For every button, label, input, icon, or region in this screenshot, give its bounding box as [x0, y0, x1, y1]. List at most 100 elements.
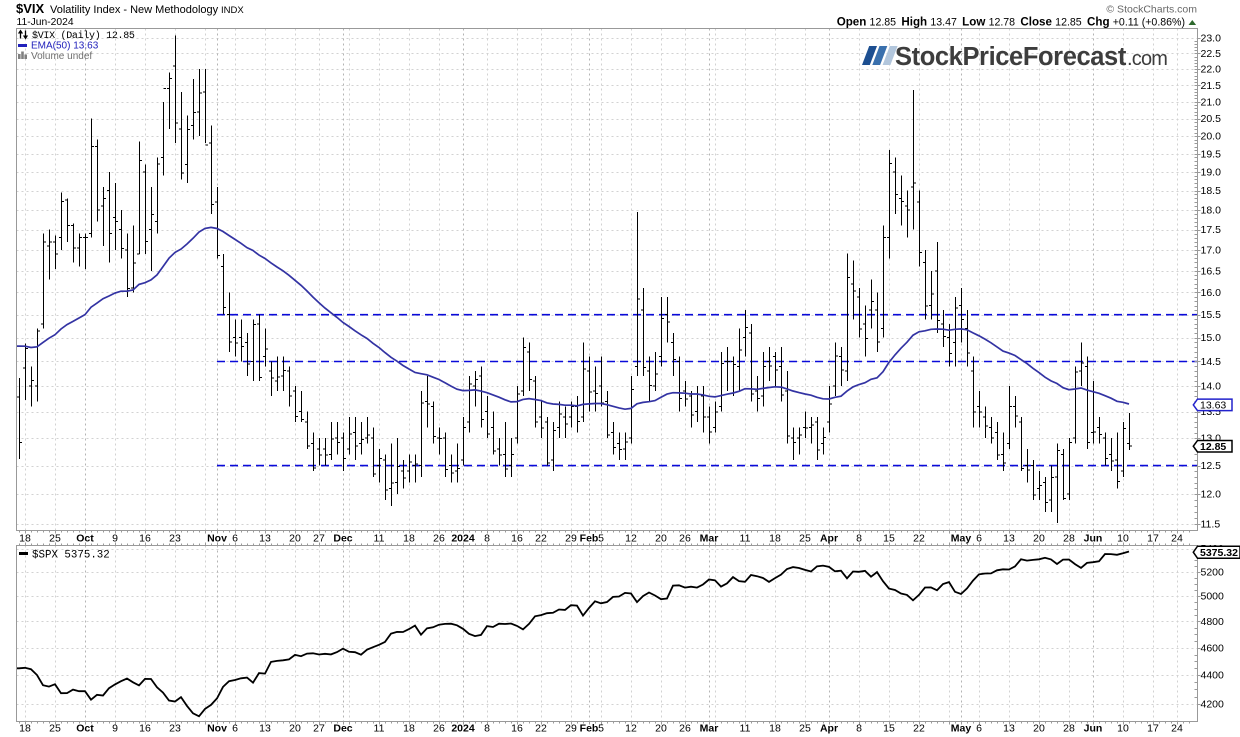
- svg-text:4800: 4800: [1201, 616, 1225, 628]
- svg-text:8: 8: [856, 533, 862, 545]
- svg-text:15.0: 15.0: [1201, 332, 1222, 344]
- svg-text:25: 25: [799, 533, 811, 545]
- svg-text:19.0: 19.0: [1201, 167, 1222, 179]
- svg-text:28: 28: [1063, 533, 1075, 545]
- svg-text:22: 22: [535, 533, 547, 545]
- svg-text:Oct: Oct: [76, 533, 94, 545]
- svg-text:$VIX: $VIX: [16, 1, 45, 16]
- svg-text:May: May: [951, 533, 972, 545]
- svg-text:18: 18: [403, 723, 415, 735]
- svg-text:13: 13: [1003, 533, 1015, 545]
- svg-text:14.0: 14.0: [1201, 381, 1222, 393]
- svg-text:11: 11: [740, 723, 751, 735]
- svg-text:Apr: Apr: [820, 723, 838, 735]
- svg-text:17: 17: [1147, 723, 1159, 735]
- svg-text:18.5: 18.5: [1201, 185, 1222, 197]
- svg-text:13.63: 13.63: [1200, 400, 1226, 412]
- svg-text:13: 13: [1003, 723, 1015, 735]
- svg-text:20.0: 20.0: [1201, 131, 1222, 143]
- svg-text:20: 20: [289, 723, 301, 735]
- svg-text:11: 11: [740, 533, 751, 545]
- svg-text:26: 26: [679, 723, 691, 735]
- svg-text:Mar: Mar: [700, 723, 719, 735]
- svg-text:16.5: 16.5: [1201, 265, 1222, 277]
- svg-text:21.5: 21.5: [1201, 80, 1222, 92]
- svg-text:8: 8: [856, 723, 862, 735]
- svg-text:Jun: Jun: [1084, 723, 1103, 735]
- svg-text:Nov: Nov: [207, 723, 227, 735]
- svg-text:Dec: Dec: [333, 723, 352, 735]
- svg-text:INDX: INDX: [221, 5, 244, 16]
- svg-text:25: 25: [49, 533, 61, 545]
- svg-text:15.5: 15.5: [1201, 309, 1222, 321]
- svg-text:16: 16: [139, 533, 151, 545]
- svg-text:Oct: Oct: [76, 723, 94, 735]
- svg-text:11: 11: [374, 723, 385, 735]
- svg-text:20: 20: [655, 723, 667, 735]
- svg-text:May: May: [951, 723, 972, 735]
- svg-text:16: 16: [511, 533, 523, 545]
- svg-text:StockPriceForecast: StockPriceForecast: [895, 43, 1127, 71]
- svg-text:8: 8: [484, 723, 490, 735]
- svg-text:22.0: 22.0: [1201, 64, 1222, 76]
- svg-text:8: 8: [484, 533, 490, 545]
- svg-text:15: 15: [883, 723, 895, 735]
- svg-text:Feb: Feb: [580, 533, 599, 545]
- svg-text:Volatility Index - New Methodo: Volatility Index - New Methodology: [50, 4, 219, 16]
- svg-text:22: 22: [913, 723, 925, 735]
- svg-text:12.5: 12.5: [1201, 460, 1222, 472]
- svg-text:29: 29: [565, 723, 577, 735]
- svg-text:11-Jun-2024: 11-Jun-2024: [17, 17, 74, 28]
- svg-text:5: 5: [598, 533, 604, 545]
- svg-text:6: 6: [976, 533, 982, 545]
- svg-text:15: 15: [883, 533, 895, 545]
- svg-text:.com: .com: [1127, 48, 1167, 70]
- svg-text:23.0: 23.0: [1201, 33, 1222, 45]
- svg-text:5000: 5000: [1201, 591, 1225, 603]
- svg-text:4200: 4200: [1201, 699, 1225, 711]
- svg-text:25: 25: [799, 723, 811, 735]
- svg-text:22: 22: [535, 723, 547, 735]
- svg-text:17: 17: [1147, 533, 1159, 545]
- svg-text:19.5: 19.5: [1201, 148, 1222, 160]
- svg-text:17.0: 17.0: [1201, 245, 1222, 257]
- svg-text:20: 20: [1033, 723, 1045, 735]
- svg-text:18.0: 18.0: [1201, 204, 1222, 216]
- svg-text:© StockCharts.com: © StockCharts.com: [1106, 4, 1197, 16]
- svg-text:2024: 2024: [451, 723, 475, 735]
- svg-text:Nov: Nov: [207, 533, 227, 545]
- svg-text:20: 20: [655, 533, 667, 545]
- svg-text:11.5: 11.5: [1201, 519, 1221, 531]
- svg-text:24: 24: [1171, 723, 1183, 735]
- svg-text:Volume undef: Volume undef: [31, 51, 92, 62]
- svg-text:11: 11: [374, 533, 385, 545]
- svg-text:17.5: 17.5: [1201, 224, 1222, 236]
- svg-text:22.5: 22.5: [1201, 48, 1222, 60]
- svg-text:29: 29: [565, 533, 577, 545]
- svg-text:18: 18: [19, 723, 31, 735]
- svg-text:27: 27: [313, 533, 325, 545]
- svg-text:EMA(50) 13.63: EMA(50) 13.63: [31, 41, 99, 52]
- svg-text:18: 18: [769, 723, 781, 735]
- svg-text:12: 12: [625, 533, 637, 545]
- svg-text:20: 20: [289, 533, 301, 545]
- svg-text:6: 6: [232, 533, 238, 545]
- svg-text:9: 9: [112, 533, 118, 545]
- svg-text:25: 25: [49, 723, 61, 735]
- svg-text:18: 18: [19, 533, 31, 545]
- svg-text:21.0: 21.0: [1201, 96, 1222, 108]
- svg-text:20.5: 20.5: [1201, 113, 1222, 125]
- svg-text:26: 26: [679, 533, 691, 545]
- svg-text:2024: 2024: [451, 533, 475, 545]
- svg-text:13: 13: [259, 723, 271, 735]
- svg-text:$VIX (Daily) 12.85: $VIX (Daily) 12.85: [32, 30, 135, 42]
- svg-text:5: 5: [598, 723, 604, 735]
- svg-text:5375.32: 5375.32: [1200, 547, 1238, 559]
- svg-text:Apr: Apr: [820, 533, 838, 545]
- svg-text:6: 6: [232, 723, 238, 735]
- svg-text:6: 6: [976, 723, 982, 735]
- svg-text:10: 10: [1117, 533, 1129, 545]
- svg-text:4400: 4400: [1201, 670, 1225, 682]
- svg-text:Open 12.85 High 13.47 Low 12.7: Open 12.85 High 13.47 Low 12.78 Close 12…: [837, 16, 1185, 29]
- svg-text:18: 18: [403, 533, 415, 545]
